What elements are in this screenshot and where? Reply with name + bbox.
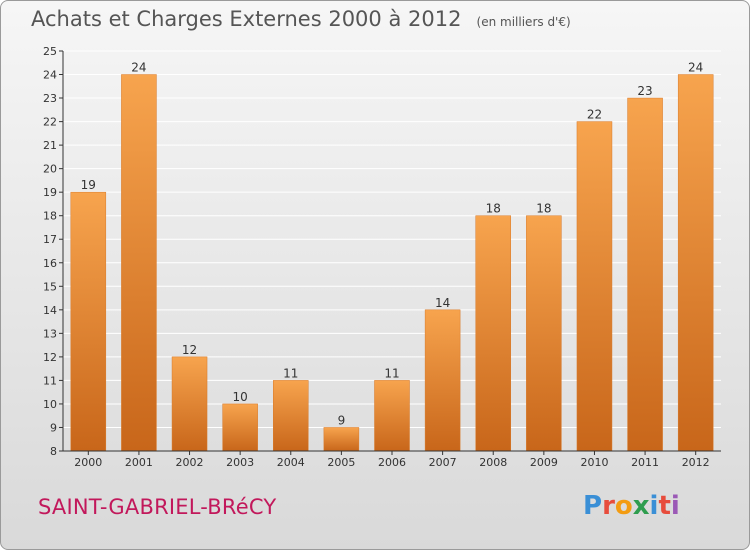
x-tick-label-2009: 2009 (530, 456, 558, 469)
value-label-2009: 18 (536, 202, 551, 216)
place-name: SAINT-GABRIEL-BRéCY (38, 495, 277, 519)
x-tick-label-2001: 2001 (125, 456, 153, 469)
logo-letter: o (614, 491, 633, 521)
bar-2006 (374, 380, 410, 452)
value-label-2007: 14 (435, 296, 450, 310)
value-label-2012: 24 (688, 61, 703, 75)
y-tick-label: 16 (43, 257, 57, 270)
value-label-2004: 11 (283, 366, 298, 380)
value-label-2005: 9 (338, 413, 346, 427)
value-label-2010: 22 (587, 108, 602, 122)
y-tick-label: 21 (43, 139, 57, 152)
y-tick-label: 20 (43, 163, 57, 176)
value-label-2002: 12 (182, 343, 197, 357)
y-tick-label: 8 (50, 445, 57, 458)
value-label-2006: 11 (384, 366, 399, 380)
data-labels: 19 24 12 10 11 9 11 14 18 18 22 23 24 (81, 61, 704, 428)
axes: 8 9 10 11 12 13 14 15 16 17 18 19 20 21 22 23 24 25 2000 20… (43, 45, 721, 469)
chart-title: Achats et Charges Externes 2000 à 2012 (31, 7, 462, 31)
title-block: Achats et Charges Externes 2000 à 2012 (… (31, 7, 571, 31)
logo-letter: r (602, 491, 615, 521)
y-tick-label: 19 (43, 186, 57, 199)
y-tick-label: 18 (43, 210, 57, 223)
x-tick-label-2011: 2011 (631, 456, 659, 469)
y-tick-label: 13 (43, 327, 57, 340)
value-label-2008: 18 (486, 202, 501, 216)
y-tick-label: 9 (50, 421, 57, 434)
x-tick-label-2007: 2007 (429, 456, 457, 469)
value-label-2003: 10 (233, 390, 248, 404)
bar-2008 (475, 215, 511, 452)
x-tick-label-2010: 2010 (580, 456, 608, 469)
bar-2003 (222, 403, 258, 452)
y-tick-label: 23 (43, 92, 57, 105)
logo-letter: t (658, 491, 671, 521)
bar-2007 (424, 309, 461, 452)
bars (70, 74, 714, 452)
y-tick-label: 11 (43, 374, 57, 387)
proxiti-logo[interactable]: Proxiti (583, 491, 680, 521)
y-tick-label: 12 (43, 351, 57, 364)
value-label-2001: 24 (131, 61, 146, 75)
bar-2002 (171, 356, 208, 452)
x-tick-label-2003: 2003 (226, 456, 254, 469)
x-tick-label-2000: 2000 (74, 456, 102, 469)
x-tick-label-2012: 2012 (682, 456, 710, 469)
value-label-2011: 23 (637, 84, 652, 98)
bar-2004 (273, 380, 309, 452)
bar-2005 (323, 427, 360, 452)
chart-unit: (en milliers d'€) (476, 15, 571, 29)
y-tick-label: 15 (43, 280, 57, 293)
logo-letter: P (583, 491, 603, 521)
y-tick-label: 17 (43, 233, 57, 246)
bar-2001 (121, 74, 157, 452)
x-tick-label-2006: 2006 (378, 456, 406, 469)
logo-letter: i (649, 491, 659, 521)
bar-2000 (70, 191, 107, 452)
logo-letter: i (670, 491, 680, 521)
bar-2010 (576, 121, 613, 452)
logo-letter: x (632, 491, 650, 521)
y-tick-label: 25 (43, 45, 57, 58)
bar-2012 (677, 74, 714, 452)
x-tick-label-2002: 2002 (176, 456, 204, 469)
x-tick-label-2005: 2005 (327, 456, 355, 469)
bar-2009 (526, 215, 562, 452)
y-tick-label: 24 (43, 69, 57, 82)
value-label-2000: 19 (81, 178, 96, 192)
x-tick-label-2008: 2008 (479, 456, 507, 469)
x-tick-label-2004: 2004 (277, 456, 305, 469)
y-tick-label: 14 (43, 304, 57, 317)
y-tick-label: 10 (43, 398, 57, 411)
bar-2011 (627, 97, 663, 452)
y-tick-label: 22 (43, 116, 57, 129)
